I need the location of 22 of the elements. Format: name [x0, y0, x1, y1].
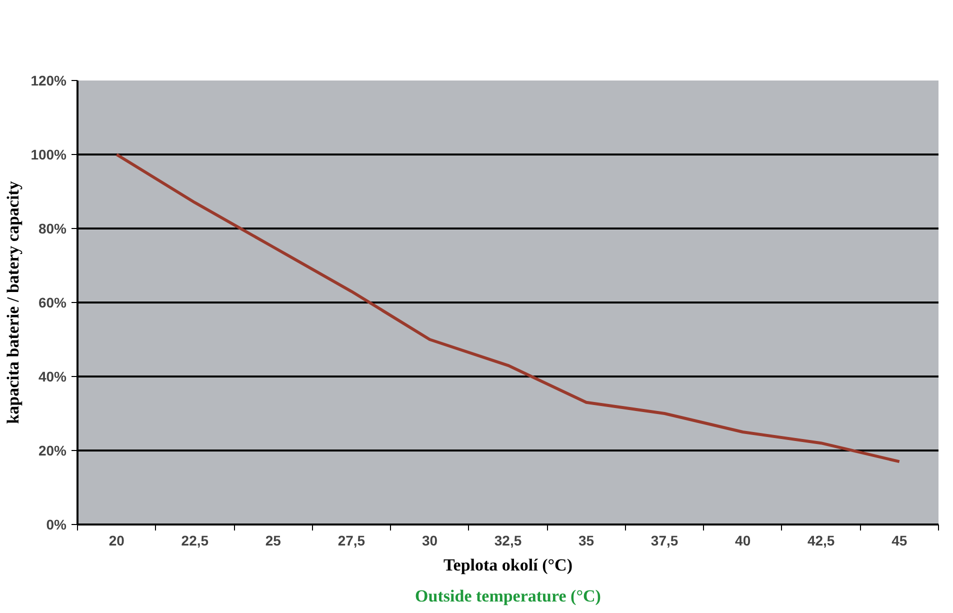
x-tick-label: 30 — [422, 532, 438, 548]
x-tick-label: 42,5 — [807, 532, 835, 548]
y-tick-label: 120% — [30, 72, 68, 88]
x-tick-label: 22,5 — [181, 532, 209, 548]
y-tick-label: 40% — [38, 368, 68, 384]
x-tick-label: 37,5 — [650, 532, 678, 548]
y-tick-label: 100% — [30, 146, 68, 162]
line-series — [115, 153, 901, 464]
x-tick-label: 27,5 — [338, 532, 366, 548]
x-tick-label: 20 — [108, 532, 125, 548]
text: Outside temperature (°C) — [415, 586, 601, 606]
y-tick-label: 80% — [38, 220, 68, 236]
y-tick-label: 0% — [46, 516, 68, 532]
x-tick-label: 32,5 — [494, 532, 522, 548]
x-tick-label: 40 — [735, 532, 751, 548]
x-axis-title: Teplota okolí (°C) — [444, 556, 572, 574]
x-tick-label: 45 — [892, 532, 908, 548]
y-tick-label: 60% — [38, 294, 68, 310]
x-tick-label: 35 — [578, 532, 594, 548]
x-tick-label: 25 — [265, 532, 282, 548]
y-axis-title: kapacita baterie / batery capacity — [4, 180, 23, 424]
y-tick-label: 20% — [38, 442, 68, 458]
